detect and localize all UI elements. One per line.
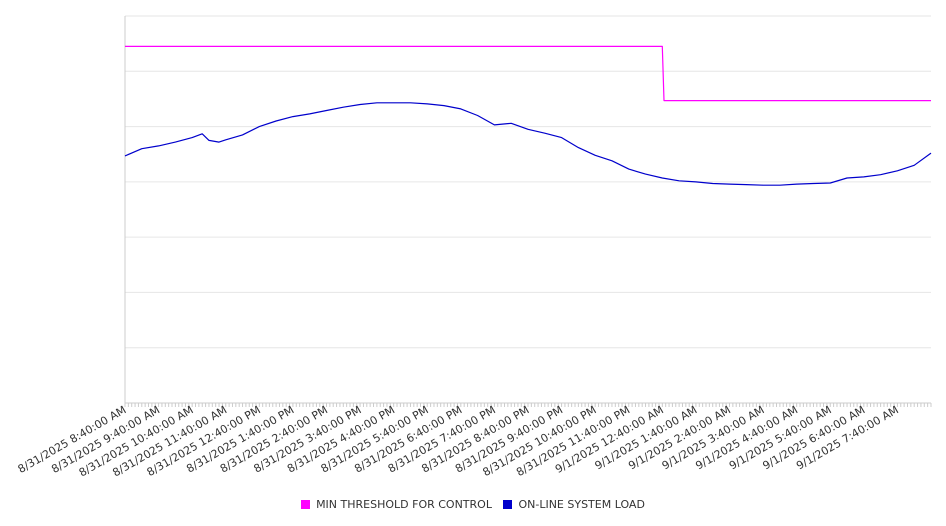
series-line-min-threshold[interactable] xyxy=(125,45,931,102)
legend-item-online-system-load[interactable]: ON-LINE SYSTEM LOAD xyxy=(503,498,645,511)
axes xyxy=(124,16,931,404)
legend: MIN THRESHOLD FOR CONTROL ON-LINE SYSTEM… xyxy=(0,498,946,512)
legend-item-min-threshold[interactable]: MIN THRESHOLD FOR CONTROL xyxy=(301,498,492,511)
legend-label-min-threshold: MIN THRESHOLD FOR CONTROL xyxy=(316,498,492,511)
legend-swatch-online-system-load xyxy=(503,500,513,509)
x-axis-tick-labels: 8/31/2025 8:40:00 AM8/31/2025 9:40:00 AM… xyxy=(16,403,901,479)
legend-label-online-system-load: ON-LINE SYSTEM LOAD xyxy=(518,498,645,511)
grid-lines xyxy=(125,15,931,349)
x-axis-ticks xyxy=(124,403,932,407)
series-line-online-system-load[interactable] xyxy=(124,102,932,186)
legend-swatch-min-threshold xyxy=(301,500,311,509)
series-lines xyxy=(124,45,932,186)
